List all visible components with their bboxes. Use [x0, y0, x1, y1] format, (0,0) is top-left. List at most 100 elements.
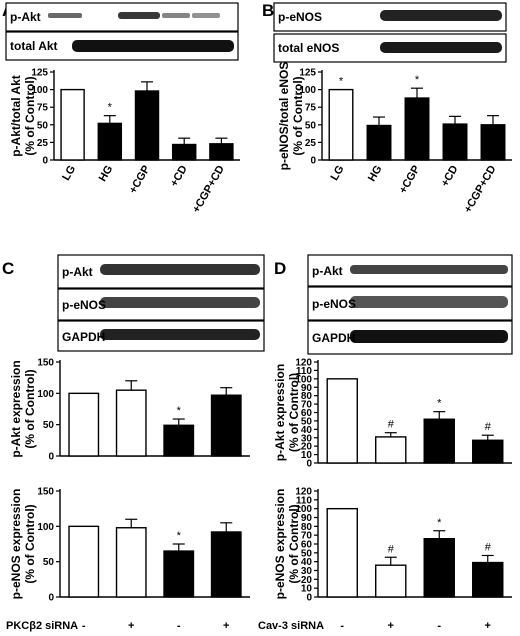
y-tick-label: 60: [301, 540, 313, 551]
y-tick-label: 20: [301, 442, 313, 453]
treatment-sign: +: [485, 620, 491, 632]
chart-c-p-enos: 0 50 100 150 p-eNOS expression (% of Control)…: [9, 487, 250, 604]
bar: [163, 424, 195, 457]
y-tick-label: 0: [306, 593, 312, 604]
bar: [423, 538, 455, 598]
bar: [480, 124, 506, 161]
category-label: +CD: [168, 163, 190, 188]
blot-label: p-Akt: [312, 264, 343, 278]
blot-a-p-akt: p-Akt: [5, 2, 239, 32]
chart-c-p-akt: 0 50 100 150 p-Akt expression (% of Control) *: [9, 358, 250, 463]
y-axis-label: p-eNOS expression: [9, 489, 23, 600]
bar: [60, 88, 85, 161]
y-tick-label: 120: [295, 487, 312, 498]
significance-mark: #: [388, 543, 395, 555]
significance-mark: *: [177, 405, 182, 417]
y-tick-label: 125: [31, 68, 48, 79]
y-tick-label: 75: [37, 103, 49, 114]
y-tick-label: 0: [310, 156, 316, 167]
y-tick-label: 90: [301, 383, 313, 394]
treatment-sign: +: [223, 620, 229, 632]
treatment-row-label: Cav-3 siRNA: [258, 620, 324, 632]
category-label: LG: [329, 164, 347, 183]
y-tick-label: 25: [305, 138, 317, 149]
bar: [115, 527, 147, 598]
bar: [97, 122, 123, 161]
bar: [442, 123, 468, 161]
y-tick-label: 150: [37, 358, 54, 369]
bar: [328, 88, 354, 161]
y-tick-label: 75: [305, 103, 317, 114]
panel-label-d: D: [274, 259, 286, 278]
y-tick-label: 100: [295, 374, 312, 385]
y-axis-label: (% of Control): [291, 76, 305, 155]
significance-mark: *: [437, 517, 442, 529]
y-tick-label: 110: [296, 495, 313, 506]
bar: [326, 507, 358, 598]
y-tick-label: 50: [43, 557, 55, 568]
blot-d-gapdh: GAPDH: [307, 320, 513, 355]
treatment-sign: -: [437, 620, 441, 632]
blot-b-p-enos: p-eNOS: [273, 2, 507, 32]
blot-c-gapdh: GAPDH: [57, 320, 265, 352]
y-tick-label: 150: [37, 487, 54, 498]
blot-label: GAPDH: [312, 331, 355, 345]
category-label: LG: [60, 164, 78, 183]
category-label: +CGP: [397, 164, 423, 196]
y-axis-label: p-Akt/total Akt: [9, 75, 23, 157]
y-axis-label: p-Akt expression: [9, 360, 23, 457]
bar: [115, 389, 147, 457]
significance-mark: *: [108, 102, 113, 114]
category-label: HG: [97, 164, 116, 184]
y-axis-label: p-eNOS expression: [273, 489, 287, 600]
y-tick-label: 30: [301, 566, 313, 577]
bar: [209, 143, 234, 161]
significance-mark: #: [485, 421, 492, 433]
blot-label: total Akt: [10, 39, 58, 53]
blot-label: total eNOS: [278, 41, 339, 55]
treatment-row-pkc-sirna: PKCβ2 siRNA - + - +: [6, 620, 229, 632]
y-axis-label: p-Akt expression: [273, 364, 287, 461]
y-tick-label: 100: [295, 504, 312, 515]
y-axis-label: (% of Control): [287, 373, 301, 452]
bar: [375, 436, 407, 464]
y-axis-label: (% of Control): [287, 504, 301, 583]
panel-label-b: B: [262, 1, 274, 20]
blot-c-p-akt: p-Akt: [57, 254, 265, 289]
chart-b: 0 25 50 75 100 125 p-eNOS/total eNOS (% of Cont…: [277, 62, 512, 215]
y-tick-label: 80: [301, 391, 313, 402]
significance-mark: *: [437, 398, 442, 410]
y-tick-label: 100: [31, 85, 48, 96]
y-axis-label: (% of Control): [23, 76, 37, 155]
blot-c-p-enos: p-eNOS: [57, 288, 265, 321]
y-tick-label: 90: [301, 513, 313, 524]
treatment-sign: +: [388, 620, 394, 632]
y-tick-label: 50: [37, 120, 49, 131]
treatment-row-cav3-sirna: Cav-3 siRNA - + - +: [258, 620, 491, 632]
treatment-sign: -: [82, 620, 86, 632]
y-tick-label: 50: [43, 420, 55, 431]
significance-mark: *: [177, 530, 182, 542]
blot-b-total-enos: total eNOS: [273, 33, 507, 63]
blot-d-p-akt: p-Akt: [307, 254, 513, 287]
y-tick-label: 100: [37, 389, 54, 400]
category-label: +CGP+CD: [462, 163, 499, 215]
chart-a: 0 25 50 75 100 125 p-Akt/total Akt (% of Contro…: [9, 68, 240, 215]
bar: [375, 564, 407, 598]
blot-a-total-akt: total Akt: [5, 31, 239, 61]
bar: [163, 550, 195, 598]
significance-mark: *: [415, 74, 420, 86]
bar: [171, 143, 197, 161]
blot-label: p-Akt: [10, 10, 41, 24]
category-label: +CGP: [127, 164, 153, 196]
y-tick-label: 80: [301, 522, 313, 533]
treatment-row-label: PKCβ2 siRNA: [6, 620, 78, 632]
y-axis-label: (% of Control): [23, 369, 37, 448]
y-tick-label: 0: [306, 459, 312, 470]
bar: [210, 531, 242, 598]
y-tick-label: 0: [48, 593, 54, 604]
y-tick-label: 110: [296, 366, 313, 377]
significance-mark: #: [388, 419, 395, 431]
